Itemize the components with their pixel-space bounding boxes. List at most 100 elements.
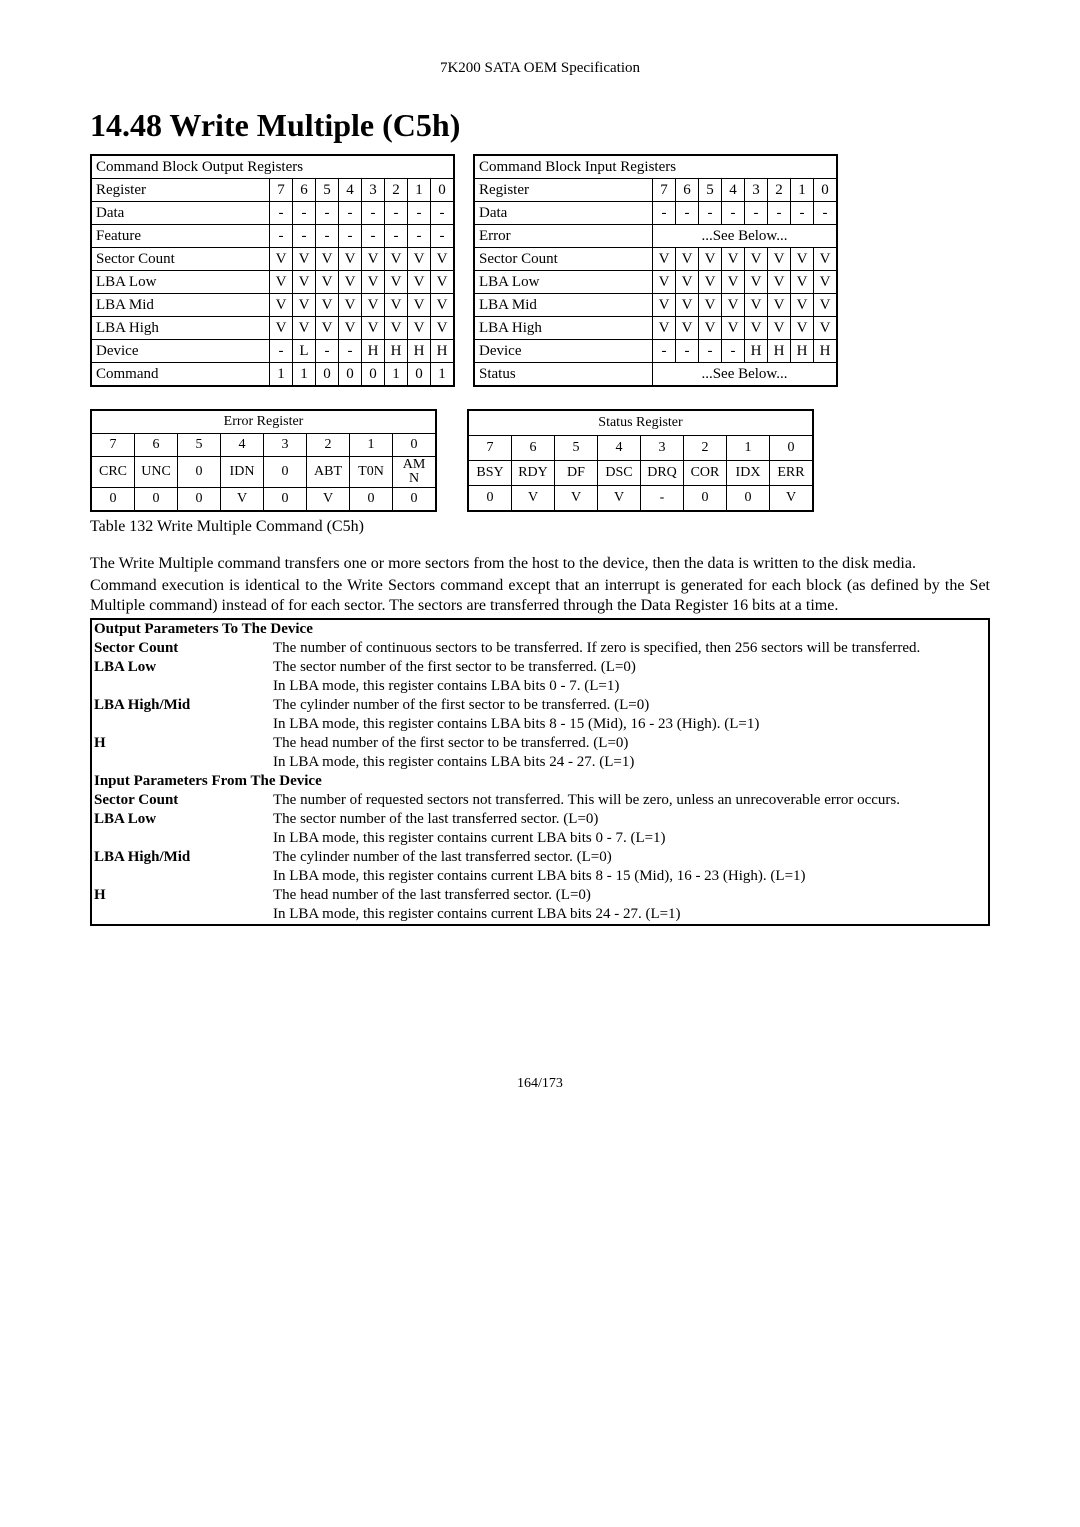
- bit-num: 4: [221, 434, 264, 457]
- bit-name: IDX: [727, 460, 770, 485]
- register-bit: 1: [791, 179, 814, 202]
- param-desc: The cylinder number of the last transfer…: [271, 848, 989, 867]
- register-bit: -: [699, 202, 722, 225]
- register-bit: V: [699, 317, 722, 340]
- register-bit: V: [814, 271, 838, 294]
- register-bit: 7: [270, 179, 293, 202]
- register-label: Device: [91, 340, 270, 363]
- register-bit: -: [653, 340, 676, 363]
- register-bit: H: [768, 340, 791, 363]
- register-bit: 4: [339, 179, 362, 202]
- register-bit: V: [408, 294, 431, 317]
- register-label: LBA Mid: [474, 294, 653, 317]
- register-bit: H: [408, 340, 431, 363]
- register-bit: 6: [293, 179, 316, 202]
- register-bit: V: [270, 317, 293, 340]
- register-bit: V: [653, 317, 676, 340]
- register-label: Register: [474, 179, 653, 202]
- register-label: Command: [91, 363, 270, 387]
- register-bit: V: [362, 248, 385, 271]
- register-bit: -: [431, 202, 455, 225]
- bit-num: 1: [727, 436, 770, 461]
- bit-num: 1: [350, 434, 393, 457]
- param-section-header: Output Parameters To The Device: [91, 619, 989, 639]
- register-bit: V: [362, 317, 385, 340]
- bit-val: V: [598, 485, 641, 511]
- param-desc: In LBA mode, this register contains LBA …: [271, 677, 989, 696]
- register-bit: -: [408, 202, 431, 225]
- register-bit: V: [676, 248, 699, 271]
- bit-num: 2: [684, 436, 727, 461]
- register-bit: -: [653, 202, 676, 225]
- register-bit: -: [339, 202, 362, 225]
- bit-register-tables: Error Register76543210CRCUNC0IDN0ABTT0NA…: [90, 409, 990, 512]
- bit-num: 7: [468, 436, 512, 461]
- register-bit: -: [293, 202, 316, 225]
- register-bit: V: [676, 317, 699, 340]
- register-bit: V: [768, 294, 791, 317]
- register-bit: V: [722, 294, 745, 317]
- register-bit: V: [676, 271, 699, 294]
- param-name: Sector Count: [91, 639, 271, 658]
- register-bit: 2: [385, 179, 408, 202]
- param-name: Sector Count: [91, 791, 271, 810]
- bit-val: 0: [178, 488, 221, 512]
- register-bit: -: [722, 340, 745, 363]
- register-bit: V: [431, 271, 455, 294]
- register-bit: V: [768, 271, 791, 294]
- register-bit: 0: [316, 363, 339, 387]
- register-bit: V: [722, 248, 745, 271]
- bit-num: 2: [307, 434, 350, 457]
- register-bit: -: [270, 225, 293, 248]
- register-bit: V: [270, 271, 293, 294]
- bit-val: 0: [91, 488, 135, 512]
- param-desc: In LBA mode, this register contains LBA …: [271, 715, 989, 734]
- register-bit: V: [362, 271, 385, 294]
- register-bit: V: [385, 294, 408, 317]
- bit-val: 0: [684, 485, 727, 511]
- register-bit: -: [699, 340, 722, 363]
- status-register-table: Status Register76543210BSYRDYDFDSCDRQCOR…: [467, 409, 814, 512]
- register-bit: 3: [745, 179, 768, 202]
- section-title: 14.48 Write Multiple (C5h): [90, 107, 990, 144]
- register-label: LBA Low: [474, 271, 653, 294]
- table-title: Command Block Output Registers: [91, 155, 454, 179]
- register-bit: -: [791, 202, 814, 225]
- bit-name: ABT: [307, 457, 350, 488]
- bit-name: DRQ: [641, 460, 684, 485]
- register-bit: 0: [814, 179, 838, 202]
- register-bit: -: [431, 225, 455, 248]
- register-bit: 0: [339, 363, 362, 387]
- register-bit: V: [408, 271, 431, 294]
- bit-num: 6: [135, 434, 178, 457]
- register-bit: -: [676, 202, 699, 225]
- register-bit: 6: [676, 179, 699, 202]
- spec-header: 7K200 SATA OEM Specification: [90, 60, 990, 77]
- page-number: 164/173: [90, 1076, 990, 1092]
- register-bit: 3: [362, 179, 385, 202]
- register-bit: 1: [293, 363, 316, 387]
- input-registers-table: Command Block Input RegistersRegister765…: [473, 154, 838, 387]
- register-bit: 5: [699, 179, 722, 202]
- param-desc: The sector number of the first sector to…: [271, 658, 989, 677]
- bit-name: BSY: [468, 460, 512, 485]
- bit-name: 0: [178, 457, 221, 488]
- register-bit: V: [293, 294, 316, 317]
- bit-name: COR: [684, 460, 727, 485]
- register-label: Register: [91, 179, 270, 202]
- register-bit: V: [431, 248, 455, 271]
- register-bit: V: [653, 271, 676, 294]
- register-bit: V: [653, 248, 676, 271]
- bit-name: UNC: [135, 457, 178, 488]
- register-bit: V: [293, 248, 316, 271]
- register-bit: 1: [431, 363, 455, 387]
- param-desc: In LBA mode, this register contains LBA …: [271, 753, 989, 772]
- register-bit: V: [270, 248, 293, 271]
- register-bit: 1: [270, 363, 293, 387]
- register-bit: -: [676, 340, 699, 363]
- register-bit: -: [270, 202, 293, 225]
- error-register-table: Error Register76543210CRCUNC0IDN0ABTT0NA…: [90, 409, 437, 512]
- bit-val: V: [221, 488, 264, 512]
- register-bit: -: [408, 225, 431, 248]
- register-bit: V: [791, 294, 814, 317]
